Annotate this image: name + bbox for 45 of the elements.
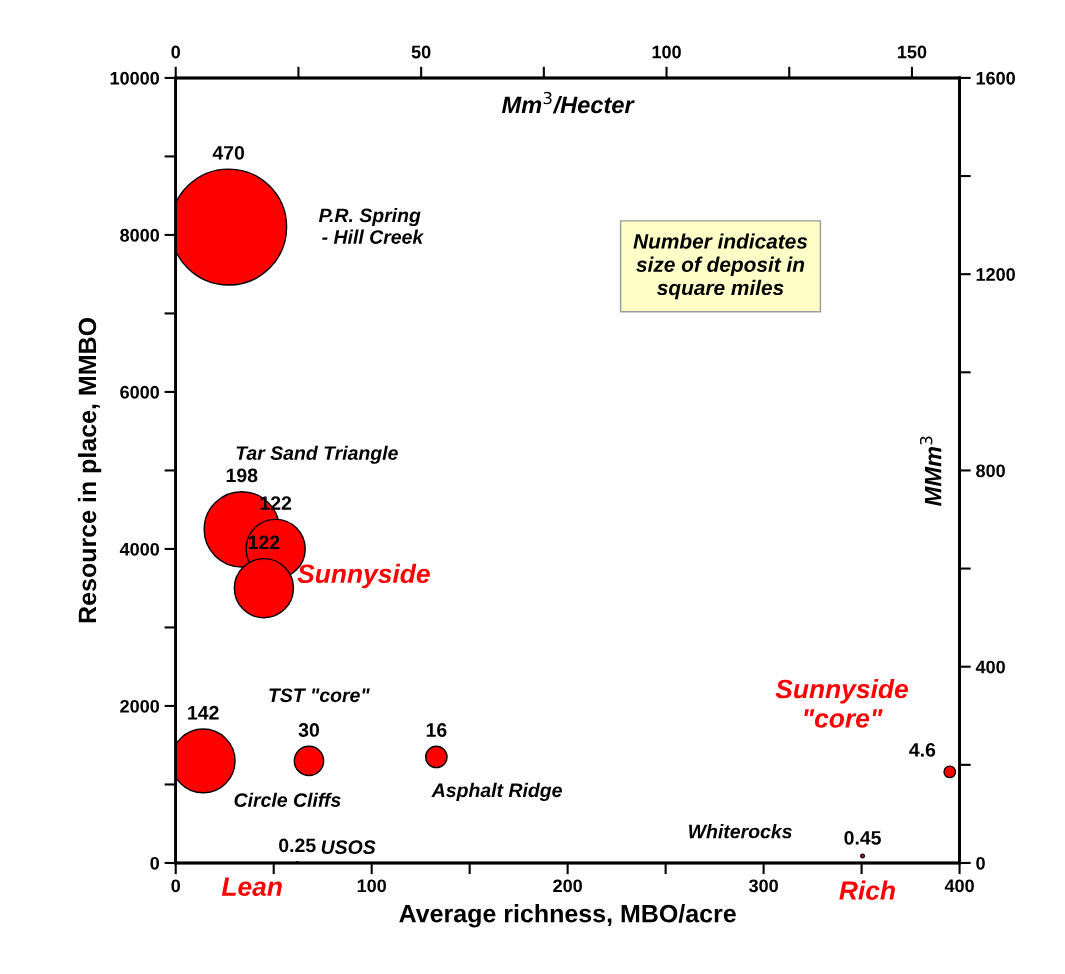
data-label: 142 bbox=[188, 705, 219, 720]
data-label: 0.25 bbox=[279, 838, 316, 853]
annotation: Circle Cliffs bbox=[234, 792, 341, 807]
text: Rich bbox=[839, 880, 895, 900]
x-tick-label: 0 bbox=[171, 879, 181, 893]
data-label: 16 bbox=[426, 723, 447, 737]
x-axis-title: Average richness, MBO/acre bbox=[399, 904, 736, 928]
x2-tick-label: 50 bbox=[411, 45, 431, 59]
data-label: 122 bbox=[248, 535, 280, 550]
data-label: 0.45 bbox=[844, 830, 881, 845]
x2-axis-title: Mm$^{3}$/Hecter bbox=[501, 91, 635, 114]
y2-axis-title: MMm$^{3}$ bbox=[919, 436, 942, 506]
y2-tick-label: 400 bbox=[975, 660, 1005, 674]
y2-tick-label: 0 bbox=[976, 856, 985, 870]
y2-tick-label: 1600 bbox=[976, 71, 1015, 85]
x-tick-label: 400 bbox=[944, 879, 974, 893]
y-tick-label: 2000 bbox=[120, 699, 160, 713]
annotation: P.R. Spring - Hill Creek bbox=[318, 207, 425, 244]
annotation: TST "core" bbox=[269, 688, 370, 703]
x-tick-label: 300 bbox=[748, 879, 778, 893]
annotation: Whiterocks bbox=[689, 824, 792, 839]
text: Lean bbox=[221, 877, 282, 896]
y2-tick-label: 800 bbox=[976, 464, 1005, 478]
annotation: USOS bbox=[321, 840, 376, 855]
data-label: 4.6 bbox=[909, 743, 936, 757]
data-label: 198 bbox=[226, 468, 258, 483]
data-label: 30 bbox=[298, 723, 319, 737]
annotation: Number indicates size of deposit in square miles bbox=[633, 233, 808, 300]
x2-tick-label: 0 bbox=[171, 45, 181, 59]
y-tick-label: 10000 bbox=[110, 71, 160, 85]
y2-tick-label: 1200 bbox=[976, 268, 1015, 281]
x2-tick-label: 150 bbox=[898, 45, 927, 59]
y-tick-label: 8000 bbox=[120, 228, 160, 242]
x-tick-label: 200 bbox=[553, 879, 582, 893]
annotation: Asphalt Ridge bbox=[431, 782, 562, 801]
y-tick-label: 0 bbox=[150, 856, 160, 870]
y-tick-label: 6000 bbox=[120, 385, 160, 399]
annotation: Sunnyside "core" bbox=[775, 678, 908, 728]
data-label: 470 bbox=[212, 145, 245, 160]
annotation: Tar Sand Triangle bbox=[236, 445, 398, 464]
annotation: Sunnyside bbox=[297, 563, 430, 589]
y-tick-label: 4000 bbox=[119, 542, 160, 556]
x-tick-label: 100 bbox=[357, 879, 387, 893]
x2-tick-label: 100 bbox=[652, 45, 681, 59]
y-axis-title: Resource in place, MMBO bbox=[77, 317, 102, 623]
